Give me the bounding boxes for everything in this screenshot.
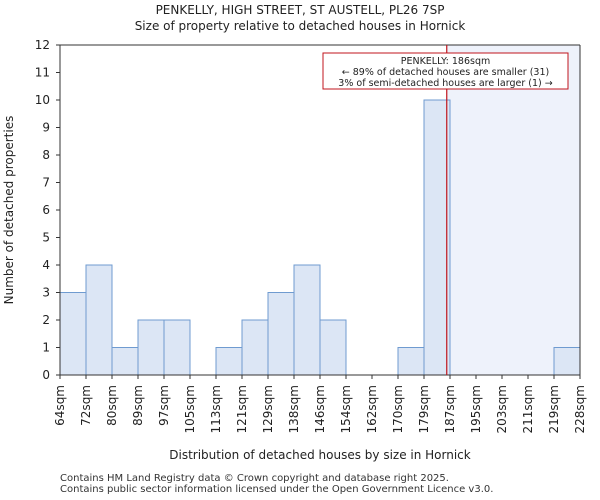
bar-138sqm [293,264,321,376]
x-tick-label-138sqm: 138sqm [287,385,301,433]
y-tick-label-11: 11 [35,66,50,80]
bar-219sqm [553,347,581,376]
y-tick-label-8: 8 [42,148,50,162]
y-tick-label-5: 5 [42,231,50,245]
x-tick-label-129sqm: 129sqm [261,385,275,433]
bar-179sqm [423,99,451,376]
x-tick-label-179sqm: 179sqm [417,385,431,433]
x-tick-label-203sqm: 203sqm [495,385,509,433]
bar-89sqm [137,319,165,376]
highlight-region [446,45,580,375]
x-tick-label-187sqm: 187sqm [443,385,457,433]
y-tick-label-0: 0 [42,368,50,382]
bar-113sqm [215,347,243,376]
y-tick-label-7: 7 [42,176,50,190]
y-tick-label-10: 10 [35,93,50,107]
annotation-line-1: PENKELLY: 186sqm [401,56,491,67]
bar-146sqm [319,319,347,376]
x-tick-label-170sqm: 170sqm [391,385,405,433]
y-tick-label-6: 6 [42,203,50,217]
x-tick-label-80sqm: 80sqm [105,385,119,426]
y-tick-label-4: 4 [42,258,50,272]
bar-72sqm [85,264,113,376]
x-axis-label: Distribution of detached houses by size … [169,448,471,462]
footer-line-2: Contains public sector information licen… [60,484,494,495]
y-tick-label-3: 3 [42,286,50,300]
x-tick-label-228sqm: 228sqm [573,385,587,433]
x-tick-label-154sqm: 154sqm [339,385,353,433]
chart-title: PENKELLY, HIGH STREET, ST AUSTELL, PL26 … [155,3,445,17]
annotation-box [322,52,569,90]
x-tick-label-121sqm: 121sqm [235,385,249,433]
x-tick-label-97sqm: 97sqm [157,385,171,426]
y-tick-label-9: 9 [42,121,50,135]
bar-170sqm [397,347,425,376]
x-tick-label-219sqm: 219sqm [547,385,561,433]
x-tick-label-72sqm: 72sqm [79,385,93,426]
bar-64sqm [59,292,87,376]
y-axis-label: Number of detached properties [2,116,16,305]
footer-line-1: Contains HM Land Registry data © Crown c… [60,473,449,484]
annotation-line-2: ← 89% of detached houses are smaller (31… [342,67,549,78]
x-tick-label-195sqm: 195sqm [469,385,483,433]
x-tick-label-146sqm: 146sqm [313,385,327,433]
x-tick-label-105sqm: 105sqm [183,385,197,433]
x-tick-label-89sqm: 89sqm [131,385,145,426]
annotation-line-3: 3% of semi-detached houses are larger (1… [338,78,552,89]
bar-129sqm [267,292,295,376]
chart-subtitle: Size of property relative to detached ho… [134,19,466,33]
bar-121sqm [241,319,269,376]
x-tick-label-211sqm: 211sqm [521,385,535,433]
bar-80sqm [111,347,139,376]
x-tick-label-64sqm: 64sqm [53,385,67,426]
x-tick-label-162sqm: 162sqm [365,385,379,433]
y-tick-label-2: 2 [42,313,50,327]
y-tick-label-12: 12 [35,38,50,52]
y-tick-label-1: 1 [42,341,50,355]
x-tick-label-113sqm: 113sqm [209,385,223,433]
bar-97sqm [163,319,191,376]
